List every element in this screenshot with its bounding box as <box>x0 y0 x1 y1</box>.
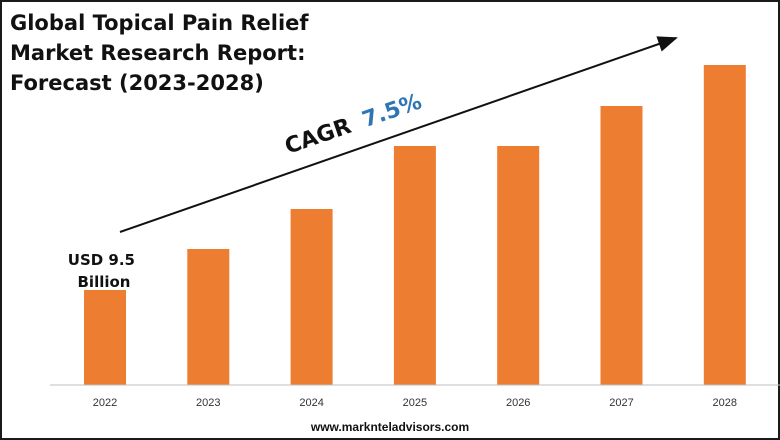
value-label-line-2: Billion <box>78 273 131 291</box>
cagr-value: 7.5% <box>359 90 425 134</box>
x-tick-label: 2027 <box>609 397 633 409</box>
cagr-label: CAGR <box>282 114 355 160</box>
footer-url: www.marknteladvisors.com <box>310 420 470 434</box>
bar-2025 <box>393 146 436 385</box>
bar-2027 <box>600 106 643 385</box>
chart-title: Global Topical Pain Relief Market Resear… <box>10 8 340 98</box>
bar-2026 <box>497 146 540 385</box>
x-tick-label: 2025 <box>403 397 427 409</box>
trend-arrow <box>119 36 678 233</box>
x-tick-label: 2026 <box>506 397 530 409</box>
bar-2023 <box>187 249 230 385</box>
x-tick-label: 2023 <box>196 397 220 409</box>
value-label-line-1: USD 9.5 <box>68 251 135 269</box>
bar-2024 <box>290 209 333 385</box>
bars-layer <box>84 65 746 385</box>
first-bar-value-label: USD 9.5 Billion <box>68 251 140 291</box>
x-tick-label: 2028 <box>713 397 737 409</box>
title-line-3: Forecast (2023-2028) <box>10 71 264 95</box>
title-line-2: Market Research Report: <box>10 41 306 65</box>
title-line-1: Global Topical Pain Relief <box>10 11 309 35</box>
x-tick-label: 2024 <box>299 397 323 409</box>
bar-2022 <box>84 290 126 385</box>
bar-2028 <box>703 65 746 385</box>
x-tick-labels: 2022 2023 2024 2025 2026 2027 2028 <box>93 397 737 409</box>
x-tick-label: 2022 <box>93 397 117 409</box>
